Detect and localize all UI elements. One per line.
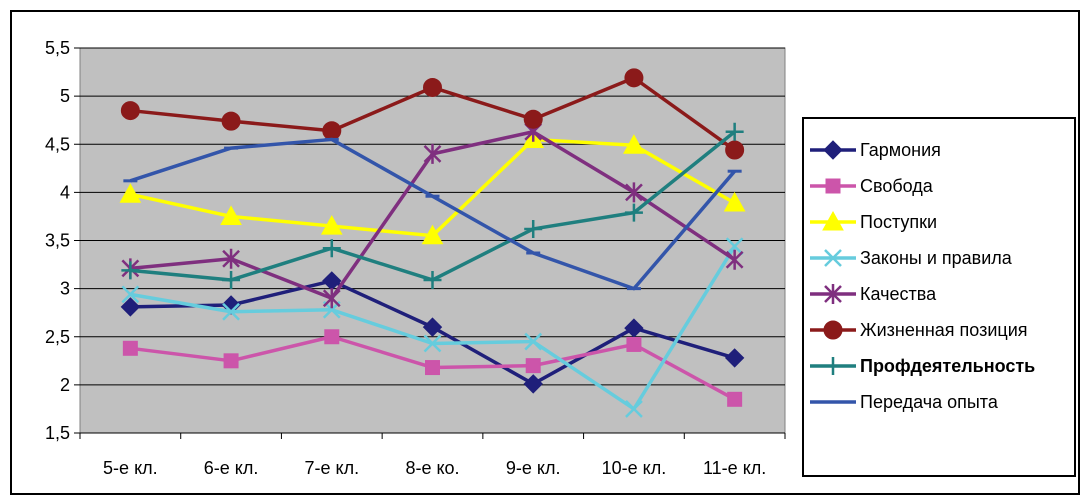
legend-label: Качества xyxy=(860,284,937,304)
data-point xyxy=(421,224,444,245)
series-2 xyxy=(122,329,743,407)
legend-item: Поступки xyxy=(804,210,1074,234)
series-6 xyxy=(120,68,745,160)
data-point xyxy=(222,248,240,269)
legend-label: Свобода xyxy=(860,176,933,196)
legend-swatch xyxy=(810,400,856,404)
y-tick-label: 2,5 xyxy=(45,327,70,347)
legend: Гармония Свобода Поступки Законы и правила К… xyxy=(802,117,1076,477)
data-point xyxy=(823,320,843,340)
data-point xyxy=(824,249,842,267)
data-point xyxy=(221,111,241,131)
x-tick-label: 7-е кл. xyxy=(304,458,359,478)
data-point xyxy=(324,329,340,345)
y-tick-label: 3,5 xyxy=(45,231,70,251)
legend-item: Свобода xyxy=(804,174,1074,198)
data-point xyxy=(727,391,743,407)
data-point xyxy=(121,261,140,280)
x-tick-label: 8-е ко. xyxy=(405,458,459,478)
legend-swatch xyxy=(810,210,856,231)
legend-item: Гармония xyxy=(804,138,1074,162)
series-7 xyxy=(121,122,744,289)
data-point xyxy=(624,203,643,222)
data-point xyxy=(822,210,844,231)
legend-label: Гармония xyxy=(860,140,941,160)
data-point xyxy=(824,357,842,375)
legend-label: Законы и правила xyxy=(860,248,1012,268)
legend-item: Законы и правила xyxy=(804,246,1074,270)
legend-swatch xyxy=(810,140,856,160)
data-point xyxy=(723,191,746,212)
data-point xyxy=(423,77,442,97)
data-point xyxy=(523,109,543,129)
data-point xyxy=(425,360,440,376)
legend-swatch xyxy=(810,320,856,340)
legend-item: Качества xyxy=(804,282,1074,306)
data-point xyxy=(624,68,644,88)
data-point xyxy=(625,400,643,418)
series-4 xyxy=(121,237,744,418)
y-tick-label: 5,5 xyxy=(45,38,70,58)
data-point xyxy=(725,249,744,270)
x-tick-label: 5-е кл. xyxy=(103,458,158,478)
data-point xyxy=(824,284,842,304)
legend-item: Передача опыта xyxy=(804,390,1074,414)
data-point xyxy=(423,334,442,353)
x-tick-label: 10-е кл. xyxy=(602,458,667,478)
data-point xyxy=(121,285,140,304)
legend-label: Передача опыта xyxy=(860,392,998,412)
legend-swatch xyxy=(810,357,856,375)
data-point xyxy=(322,239,341,258)
legend-label: Поступки xyxy=(860,212,938,232)
legend-swatch xyxy=(810,284,856,304)
data-point xyxy=(625,182,643,203)
data-point xyxy=(524,219,543,238)
x-tick-label: 11-е кл. xyxy=(703,458,766,478)
data-point xyxy=(320,215,343,235)
x-tick-label: 9-е кл. xyxy=(506,458,561,478)
data-point xyxy=(725,122,744,141)
legend-swatch xyxy=(810,178,856,194)
y-tick-label: 3 xyxy=(60,279,70,299)
series-8 xyxy=(123,137,742,291)
data-point xyxy=(823,140,843,160)
data-point xyxy=(220,205,242,225)
data-point xyxy=(523,374,543,394)
data-point xyxy=(825,178,841,194)
legend-item: Жизненная позиция xyxy=(804,318,1074,342)
series-3 xyxy=(119,128,746,245)
data-point xyxy=(423,143,442,164)
legend-item: Профдеятельность xyxy=(804,354,1074,378)
y-tick-label: 2 xyxy=(60,375,70,395)
data-point xyxy=(222,270,241,289)
data-point xyxy=(322,288,341,309)
data-point xyxy=(120,101,140,121)
y-tick-label: 5 xyxy=(60,86,70,106)
data-point xyxy=(223,353,239,369)
data-point xyxy=(524,332,543,351)
y-tick-label: 4 xyxy=(60,182,70,202)
data-point xyxy=(724,348,745,368)
data-point xyxy=(623,134,645,154)
data-point xyxy=(725,140,745,160)
data-point xyxy=(119,183,142,203)
data-point xyxy=(525,358,541,374)
data-point xyxy=(222,302,240,321)
data-point xyxy=(626,336,642,352)
data-point xyxy=(423,270,442,289)
x-tick-label: 6-е кл. xyxy=(204,458,259,478)
data-point xyxy=(322,121,342,141)
y-tick-label: 1,5 xyxy=(45,423,70,443)
data-point xyxy=(120,297,141,317)
data-point xyxy=(422,317,443,337)
y-tick-label: 4,5 xyxy=(45,134,70,154)
data-point xyxy=(122,340,138,356)
legend-label: Профдеятельность xyxy=(860,356,1036,376)
legend-swatch xyxy=(810,249,856,267)
legend-label: Жизненная позиция xyxy=(860,320,1028,340)
data-point xyxy=(725,237,744,256)
